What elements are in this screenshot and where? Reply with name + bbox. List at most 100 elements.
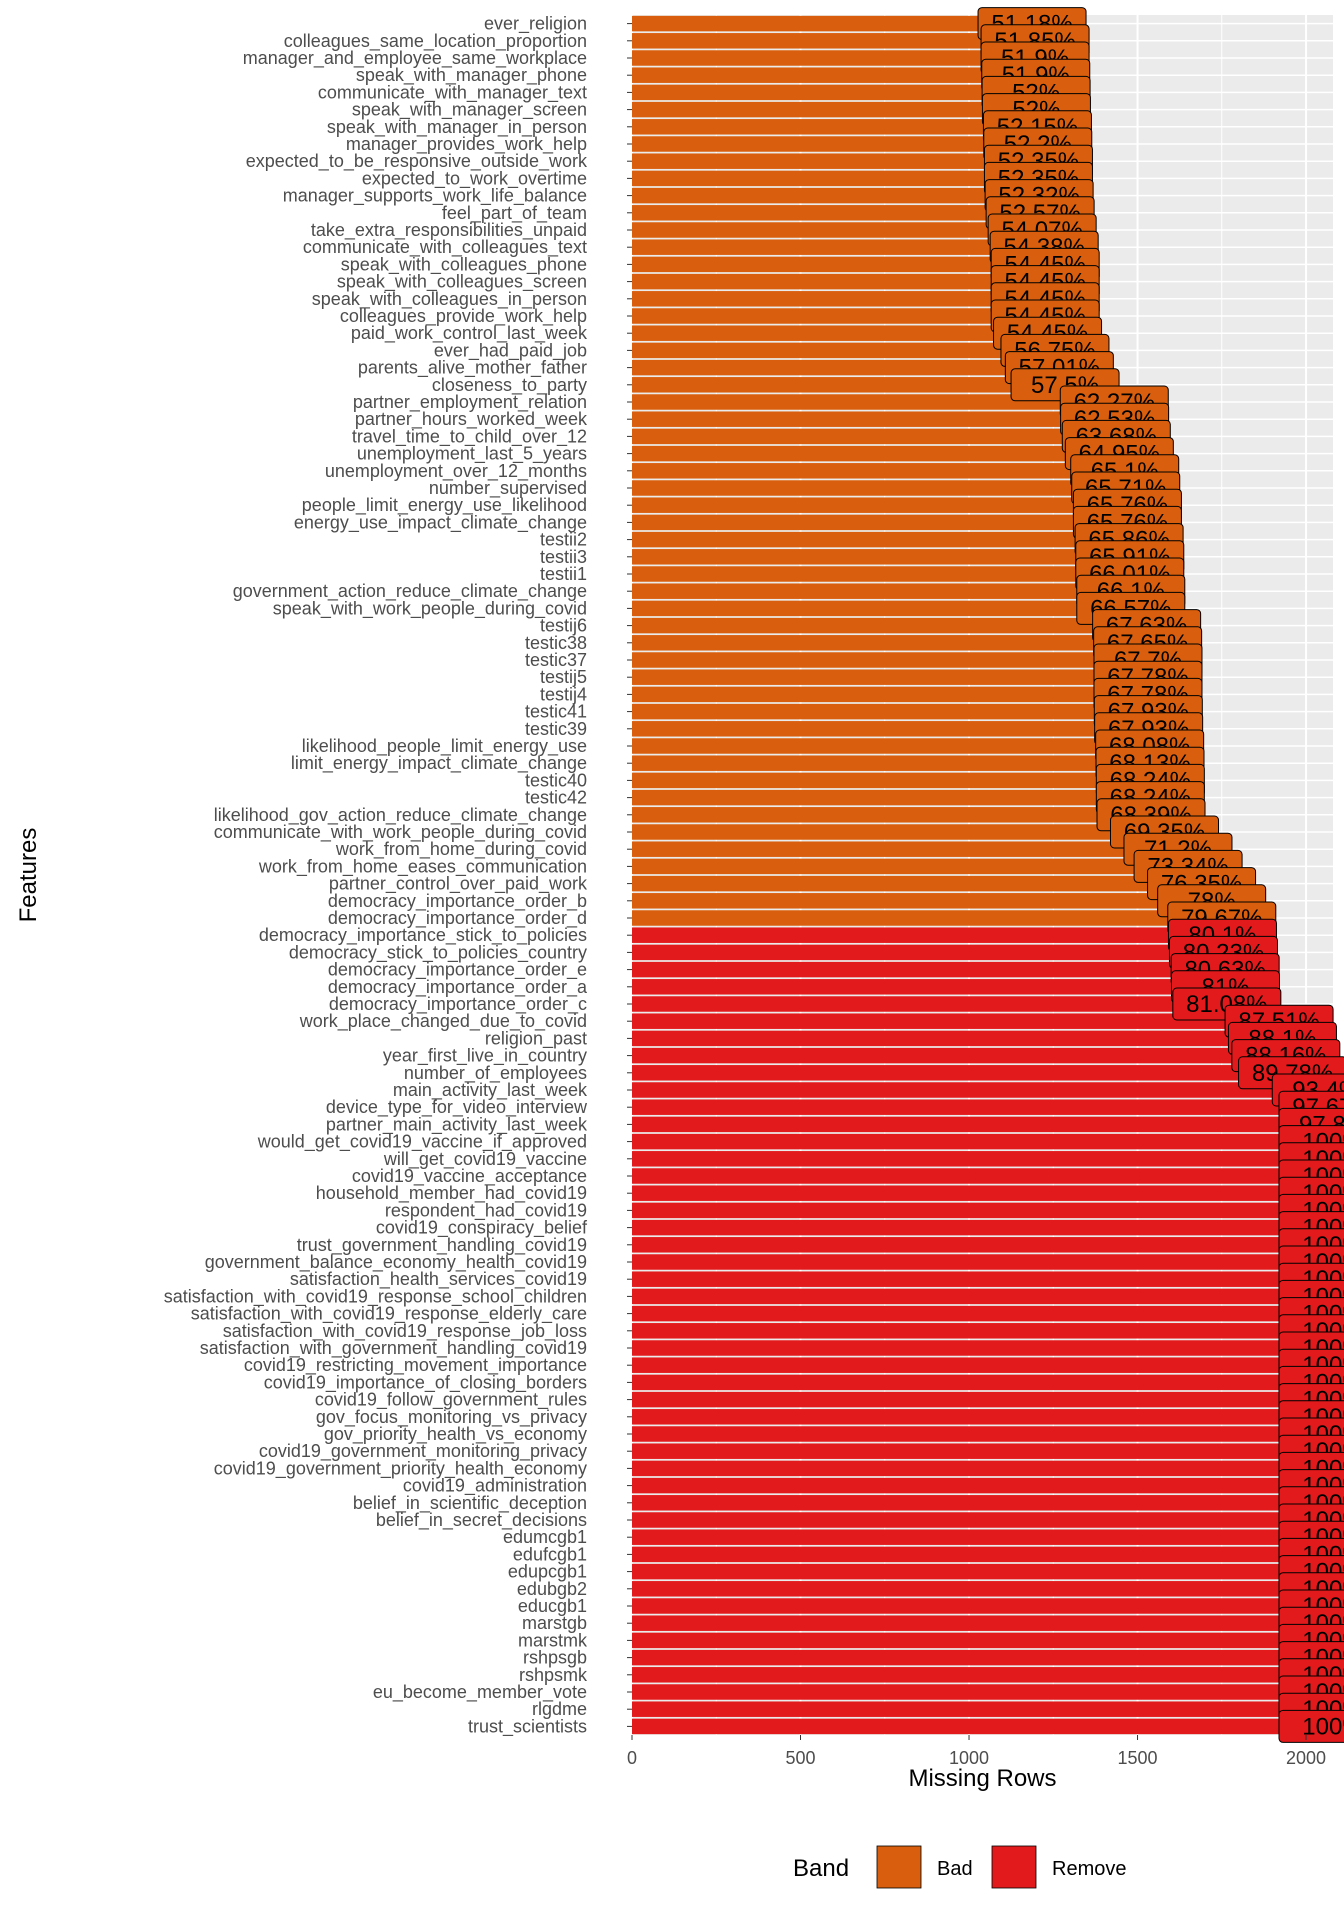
y-tick-label: democracy_stick_to_policies_country <box>289 942 587 963</box>
y-tick-label: speak_with_colleagues_phone <box>341 254 587 275</box>
y-tick-label: communicate_with_colleagues_text <box>303 237 587 258</box>
y-tick-label: democracy_importance_order_c <box>329 994 587 1015</box>
y-tick-label: satisfaction_with_covid19_response_job_l… <box>223 1321 587 1342</box>
bar <box>632 1701 1333 1717</box>
y-tick-label: covid19_importance_of_closing_borders <box>264 1372 587 1393</box>
y-tick-label: democracy_importance_order_e <box>328 960 587 981</box>
bar <box>632 1409 1333 1425</box>
y-tick-label: covid19_vaccine_acceptance <box>352 1166 587 1187</box>
y-tick-label: rshpsmk <box>519 1665 588 1685</box>
bar <box>632 239 1045 255</box>
bar <box>632 256 1046 273</box>
y-tick-label: edupcgb1 <box>508 1562 587 1582</box>
bar <box>632 1116 1333 1133</box>
y-tick-label: year_first_live_in_country <box>383 1046 587 1067</box>
y-tick-label: limit_energy_impact_climate_change <box>291 753 587 774</box>
y-tick-label: government_action_reduce_climate_change <box>233 581 587 602</box>
bar <box>632 1649 1333 1666</box>
bar <box>632 273 1046 290</box>
bar <box>632 927 1223 943</box>
y-tick-label: belief_in_secret_decisions <box>376 1510 587 1531</box>
bar <box>632 686 1148 703</box>
bar <box>632 1254 1333 1270</box>
bar <box>632 67 1036 83</box>
x-tick-label: 2000 <box>1286 1748 1326 1768</box>
y-tick-label: manager_and_employee_same_workplace <box>243 48 587 69</box>
y-tick-label: testic41 <box>525 702 587 722</box>
legend: Band Bad Remove <box>793 1845 1126 1889</box>
bar <box>632 961 1226 978</box>
y-tick-label: satisfaction_with_government_handling_co… <box>200 1338 587 1359</box>
bar <box>632 807 1152 823</box>
bar <box>632 445 1120 462</box>
y-tick-label: democracy_importance_order_b <box>328 891 587 912</box>
bar <box>632 1030 1283 1047</box>
bar <box>632 996 1227 1012</box>
bar <box>632 1598 1333 1614</box>
legend-title: Band <box>793 1855 849 1882</box>
y-tick-label: partner_main_activity_last_week <box>326 1114 588 1135</box>
y-tick-label: marstmk <box>518 1630 588 1650</box>
y-tick-label: number_of_employees <box>404 1063 587 1084</box>
y-tick-label: gov_priority_health_vs_economy <box>324 1424 587 1445</box>
bar <box>632 205 1041 221</box>
bar <box>632 772 1151 789</box>
y-tick-label: work_place_changed_due_to_covid <box>299 1011 587 1032</box>
y-tick-label: work_from_home_during_covid <box>335 839 587 860</box>
bar <box>632 1632 1333 1649</box>
y-axis-title: Features <box>15 828 42 923</box>
y-tick-label: satisfaction_with_covid19_response_elder… <box>191 1304 587 1325</box>
bar <box>632 463 1125 479</box>
y-tick-label: covid19_conspiracy_belief <box>376 1218 588 1239</box>
legend-label-bad: Bad <box>937 1858 973 1880</box>
bar <box>632 1323 1333 1339</box>
bar <box>632 1133 1333 1150</box>
bar <box>632 1667 1333 1683</box>
bar <box>632 858 1189 875</box>
y-tick-label: speak_with_colleagues_screen <box>337 272 587 293</box>
bar <box>632 652 1148 668</box>
y-tick-label: paid_work_control_last_week <box>351 323 588 344</box>
y-tick-label: covid19_administration <box>403 1476 587 1497</box>
y-tick-label: satisfaction_with_covid19_response_schoo… <box>164 1286 587 1307</box>
y-tick-label: expected_to_be_responsive_outside_work <box>246 151 588 172</box>
y-tick-label: number_supervised <box>429 478 587 499</box>
y-tick-label: covid19_restricting_movement_importance <box>244 1355 587 1376</box>
bar <box>632 325 1048 341</box>
bar <box>632 893 1212 909</box>
bar <box>632 1065 1293 1081</box>
y-tick-label: will_get_covid19_vaccine <box>383 1149 587 1170</box>
y-tick-label: likelihood_people_limit_energy_use <box>302 736 587 757</box>
y-tick-label: speak_with_colleagues_in_person <box>312 289 587 310</box>
y-tick-label: testic37 <box>525 650 587 670</box>
bar <box>632 497 1128 513</box>
x-tick-label: 0 <box>627 1748 637 1768</box>
bar <box>632 1460 1333 1477</box>
bar <box>632 342 1055 359</box>
y-tick-label: household_member_had_covid19 <box>316 1183 587 1204</box>
y-tick-label: device_type_for_video_interview <box>326 1097 588 1118</box>
y-tick-label: expected_to_work_overtime <box>362 168 587 189</box>
y-tick-label: covid19_follow_government_rules <box>315 1390 587 1411</box>
y-tick-label: testic39 <box>525 719 587 739</box>
y-tick-label: testic40 <box>525 770 587 790</box>
bar <box>632 170 1039 187</box>
y-tick-label: government_balance_economy_health_covid1… <box>205 1252 587 1273</box>
y-tick-label: covid19_government_priority_health_econo… <box>214 1458 587 1479</box>
y-tick-label: ever_religion <box>484 14 587 35</box>
bar <box>632 635 1148 651</box>
bar <box>632 944 1224 961</box>
bar <box>632 1581 1333 1597</box>
y-tick-label: respondent_had_covid19 <box>385 1200 587 1221</box>
bar <box>632 583 1131 599</box>
data-label-box <box>1278 1709 1344 1743</box>
bar <box>632 1168 1333 1184</box>
bar <box>632 1529 1333 1545</box>
y-tick-label: would_get_covid19_vaccine_if_approved <box>257 1132 587 1153</box>
bar <box>632 377 1066 393</box>
bar <box>632 308 1046 324</box>
y-tick-label: edubgb2 <box>517 1579 587 1599</box>
bar <box>632 50 1036 66</box>
bar <box>632 531 1130 548</box>
